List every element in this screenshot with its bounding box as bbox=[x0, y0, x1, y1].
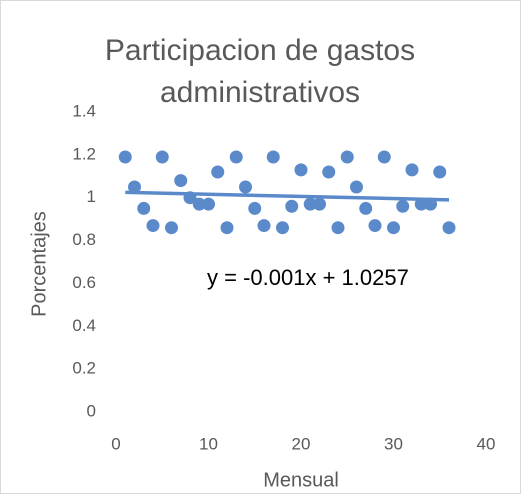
data-point bbox=[405, 163, 419, 177]
y-tick-label: 0.6 bbox=[72, 273, 96, 292]
y-tick-label: 1.2 bbox=[72, 144, 96, 163]
data-point bbox=[331, 221, 345, 235]
data-point bbox=[192, 197, 206, 211]
y-tick-label: 1.4 bbox=[72, 101, 96, 120]
x-tick-label: 20 bbox=[292, 434, 311, 453]
data-point bbox=[174, 174, 188, 188]
data-point bbox=[377, 150, 391, 164]
data-point bbox=[396, 199, 410, 213]
data-point bbox=[322, 165, 336, 179]
x-tick-label: 0 bbox=[111, 434, 120, 453]
data-point bbox=[266, 150, 280, 164]
data-point bbox=[368, 219, 382, 233]
data-point bbox=[387, 221, 400, 235]
data-point bbox=[220, 221, 234, 235]
data-point bbox=[118, 150, 132, 164]
data-point bbox=[414, 197, 428, 211]
data-point bbox=[165, 221, 178, 235]
data-point bbox=[433, 165, 447, 179]
x-tick-label: 40 bbox=[477, 434, 496, 453]
trendline bbox=[125, 190, 450, 202]
data-point bbox=[239, 180, 252, 194]
y-tick-label: 0.8 bbox=[72, 230, 96, 249]
data-point bbox=[303, 197, 317, 211]
data-point bbox=[442, 221, 456, 235]
y-tick-label: 0.2 bbox=[72, 359, 96, 378]
data-point bbox=[128, 180, 141, 194]
data-point bbox=[276, 221, 289, 235]
data-point bbox=[248, 201, 262, 215]
data-point bbox=[350, 180, 363, 194]
data-point bbox=[155, 150, 169, 164]
x-tick-label: 30 bbox=[384, 434, 403, 453]
data-point bbox=[340, 150, 354, 164]
y-tick-label: 0 bbox=[87, 401, 96, 420]
data-point bbox=[285, 199, 299, 213]
data-point bbox=[313, 197, 326, 211]
trendline-equation: y = -0.001x + 1.0257 bbox=[207, 265, 409, 290]
data-point bbox=[294, 163, 308, 177]
chart-title: Participacion de gastos administrativos bbox=[104, 34, 416, 109]
x-tick-label: 10 bbox=[199, 434, 218, 453]
x-axis-title: Mensual bbox=[263, 469, 339, 491]
data-point bbox=[211, 165, 225, 179]
y-tick-label: 0.4 bbox=[72, 316, 96, 335]
data-point bbox=[359, 201, 373, 215]
data-point bbox=[257, 219, 271, 233]
data-point bbox=[424, 197, 437, 211]
data-point bbox=[137, 201, 151, 215]
data-point bbox=[183, 191, 197, 205]
data-point bbox=[229, 150, 243, 164]
y-tick-label: 1 bbox=[87, 187, 96, 206]
y-axis-title: Porcentajes bbox=[28, 211, 50, 317]
data-point bbox=[146, 219, 160, 233]
data-point bbox=[202, 197, 215, 211]
